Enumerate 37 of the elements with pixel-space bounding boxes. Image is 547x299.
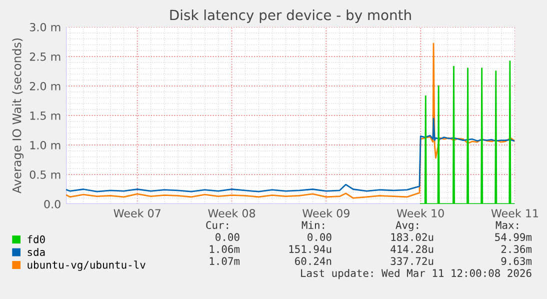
text: 2.36m — [501, 245, 532, 254]
y-tick-label: 0.5 m — [30, 170, 60, 179]
text: Min: — [302, 220, 324, 229]
y-tick-label: 2.5 m — [30, 52, 60, 61]
text: 183.02u — [391, 233, 434, 242]
y-tick-label: 3.0 m — [30, 22, 60, 32]
y-tick-label: 0.0 — [44, 200, 60, 208]
text: 337.72u — [390, 257, 434, 266]
text: 1.07m — [210, 257, 240, 266]
text: 414.28u — [390, 245, 434, 254]
legend-label: sda — [28, 248, 45, 256]
x-tick-label: Week 07 — [114, 208, 160, 218]
text: Cur: — [206, 221, 228, 230]
y-axis-title: Average IO Wait (seconds) — [12, 38, 24, 194]
text: 1.06m — [210, 245, 240, 254]
text: Last update: Wed Mar 11 12:00:08 2026 — [301, 268, 532, 280]
chart-title: Disk latency per device - by month — [170, 10, 411, 23]
x-tick-label: Week 08 — [208, 208, 256, 218]
text: 0.00 — [308, 233, 332, 242]
text: Avg: — [396, 221, 418, 232]
text: 151.94u — [289, 245, 332, 254]
text: 9.63m — [501, 257, 532, 266]
legend-label: fd0 — [28, 235, 45, 244]
x-tick-label: Week 10 — [396, 208, 444, 218]
text: Max: — [496, 221, 518, 230]
text: 60.24n — [295, 257, 332, 266]
legend-label: ubuntu-vg/ubuntu-lv — [28, 260, 146, 271]
x-tick-label: Week 09 — [302, 208, 350, 218]
y-tick-label: 2.0 m — [30, 82, 60, 90]
text: 0.00 — [216, 233, 240, 242]
line-series — [66, 42, 515, 199]
y-tick-label: 1.5 m — [30, 112, 60, 120]
text: 54.99m — [495, 233, 532, 242]
line-series — [66, 118, 515, 192]
line-series — [420, 60, 515, 204]
y-tick-label: 1.0 m — [30, 140, 60, 150]
x-tick-label: Week 11 — [491, 208, 538, 218]
